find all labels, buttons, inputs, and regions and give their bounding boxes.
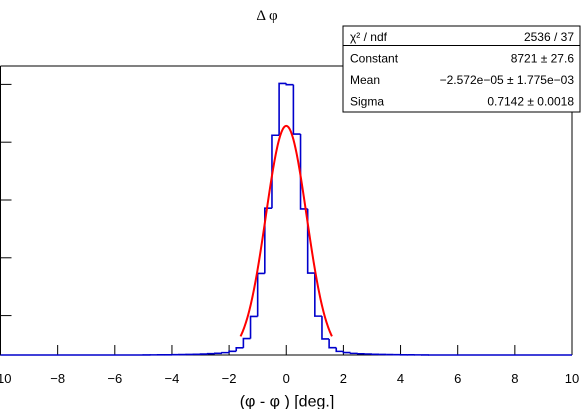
histogram-bin xyxy=(321,316,330,340)
x-tick-label: 6 xyxy=(454,371,461,386)
histogram-bin xyxy=(228,350,237,353)
histogram-bin xyxy=(285,83,294,86)
histogram-bin xyxy=(249,315,258,339)
x-axis-title: (φ - φ ) [deg.] xyxy=(240,393,335,409)
stats-label: χ² / ndf xyxy=(350,30,388,44)
stats-value: 0.7142 ± 0.0018 xyxy=(487,94,574,108)
x-tick-label: 10 xyxy=(565,371,579,386)
histogram-bin xyxy=(221,351,230,354)
histogram-bin xyxy=(242,337,251,348)
histogram-bin xyxy=(335,347,344,353)
x-tick-label: 2 xyxy=(340,371,347,386)
histogram-bin xyxy=(256,272,265,317)
stats-value: 8721 ± 27.6 xyxy=(511,51,575,65)
histogram-bin xyxy=(349,352,358,355)
stats-value: −2.572e−05 ± 1.775e−03 xyxy=(440,73,575,87)
histogram-bin xyxy=(292,84,301,135)
stats-box xyxy=(342,25,581,113)
stats-value: 2536 / 37 xyxy=(524,30,574,44)
x-tick-label: 8 xyxy=(511,371,518,386)
histogram-bin xyxy=(328,338,337,349)
x-tick-label: 0 xyxy=(283,371,290,386)
histogram-bin xyxy=(342,351,351,354)
x-tick-label: −10 xyxy=(0,371,12,386)
histogram-bin xyxy=(306,208,315,274)
chart-title: Δ φ xyxy=(256,8,278,24)
histogram-bin xyxy=(235,347,244,352)
fit-curve xyxy=(239,124,333,337)
histogram-bin xyxy=(314,273,322,317)
x-tick-label: −2 xyxy=(222,371,237,386)
x-tick-label: 4 xyxy=(397,371,404,386)
x-tick-label: −8 xyxy=(50,371,65,386)
histogram-bin xyxy=(278,82,287,136)
stats-label: Mean xyxy=(350,73,380,87)
histogram-bin xyxy=(264,207,272,274)
stats-label: Sigma xyxy=(350,94,384,108)
x-tick-label: −4 xyxy=(165,371,180,386)
stats-label: Constant xyxy=(350,51,399,65)
histogram-bin xyxy=(271,134,280,209)
x-tick-label: −6 xyxy=(107,371,122,386)
